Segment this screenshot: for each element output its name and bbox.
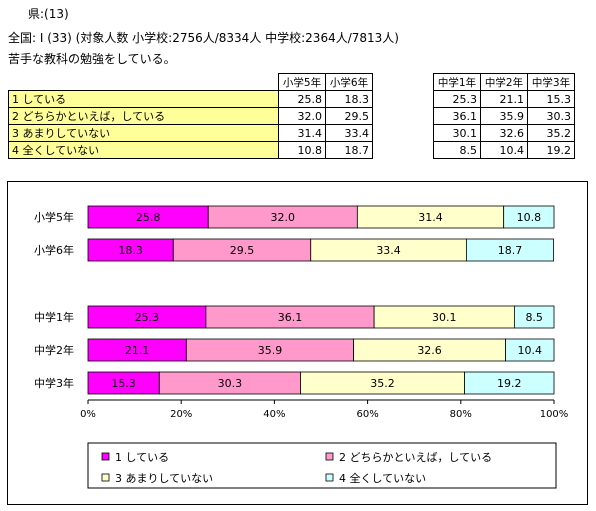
national-summary: 全国: I (33) (対象人数 小学校:2756人/8334人 中学校:236… bbox=[8, 31, 399, 45]
bar-segment bbox=[513, 305, 555, 329]
data-label: 15.3 bbox=[111, 377, 136, 390]
legend-label: 1 している bbox=[115, 451, 169, 464]
table-header-row: 小学5年 小学6年 bbox=[9, 73, 373, 91]
column-header: 小学6年 bbox=[325, 73, 373, 91]
data-label: 19.2 bbox=[497, 377, 522, 390]
table-cell: 18.3 bbox=[325, 90, 373, 108]
table-cell: 30.1 bbox=[433, 124, 481, 142]
table-cell: 21.1 bbox=[480, 90, 528, 108]
table-row: 3 あまりしていない 31.4 33.4 bbox=[8, 124, 373, 142]
data-label: 31.4 bbox=[418, 211, 443, 224]
x-tick-label: 100% bbox=[540, 409, 569, 420]
data-label: 25.3 bbox=[135, 311, 160, 324]
column-header: 中学2年 bbox=[480, 73, 528, 91]
x-tick-label: 0% bbox=[80, 409, 96, 420]
table-cell: 15.3 bbox=[527, 90, 575, 108]
legend-label: 4 全くしていない bbox=[339, 471, 426, 485]
prefecture-label: 県:(13) bbox=[28, 7, 69, 21]
table-row: 30.1 32.6 35.2 bbox=[433, 124, 575, 142]
table-row: 36.1 35.9 30.3 bbox=[433, 107, 575, 125]
data-label: 25.8 bbox=[136, 211, 161, 224]
bar-segment bbox=[465, 238, 554, 262]
column-header: 中学3年 bbox=[527, 73, 575, 91]
table-cell: 10.4 bbox=[480, 141, 528, 159]
category-label: 中学1年 bbox=[34, 310, 74, 324]
legend-box bbox=[87, 442, 557, 489]
table-cell: 33.4 bbox=[325, 124, 373, 142]
data-label: 21.1 bbox=[125, 344, 150, 357]
bar-segment bbox=[464, 371, 555, 395]
chart-area: 小学5年小学6年中学1年中学2年中学3年 25.8 32.0 31.4 10.8 18.3… bbox=[7, 181, 588, 505]
x-tick-label: 20% bbox=[170, 409, 192, 420]
table-cell: 19.2 bbox=[527, 141, 575, 159]
table-row: 2 どちらかといえば，している 32.0 29.5 bbox=[8, 107, 373, 125]
row-label: 2 どちらかといえば，している bbox=[8, 107, 279, 125]
table-row: 25.3 21.1 15.3 bbox=[433, 90, 575, 108]
data-label: 32.6 bbox=[417, 344, 442, 357]
table-cell: 32.0 bbox=[278, 107, 326, 125]
data-label: 18.7 bbox=[498, 244, 523, 257]
data-label: 36.1 bbox=[278, 311, 303, 324]
table-cell: 8.5 bbox=[433, 141, 481, 159]
category-label: 中学2年 bbox=[34, 343, 74, 357]
table-header-row: 中学1年 中学2年 中学3年 bbox=[433, 73, 575, 91]
legend-swatch bbox=[325, 473, 334, 482]
legend-swatch bbox=[101, 473, 110, 482]
legend-swatch bbox=[101, 452, 110, 461]
data-label: 10.4 bbox=[518, 344, 543, 357]
legend-label: 2 どちらかといえば，している bbox=[339, 451, 492, 464]
table-cell: 36.1 bbox=[433, 107, 481, 125]
legend-label: 3 あまりしていない bbox=[115, 472, 213, 485]
row-label: 1 している bbox=[8, 90, 279, 108]
row-label: 4 全くしていない bbox=[8, 141, 279, 159]
data-label: 30.1 bbox=[432, 311, 457, 324]
table-cell: 35.2 bbox=[527, 124, 575, 142]
category-label: 小学6年 bbox=[34, 243, 74, 257]
data-label: 33.4 bbox=[376, 244, 401, 257]
row-label: 3 あまりしていない bbox=[8, 124, 279, 142]
table-cell: 31.4 bbox=[278, 124, 326, 142]
elementary-table: 小学5年 小学6年 1 している 25.8 18.3 2 どちらかといえば，している 32.… bbox=[8, 73, 373, 159]
table-cell: 25.3 bbox=[433, 90, 481, 108]
bar-segment bbox=[503, 205, 555, 229]
category-label: 中学3年 bbox=[34, 376, 74, 390]
data-label: 8.5 bbox=[525, 311, 543, 324]
data-label: 29.5 bbox=[230, 244, 255, 257]
category-label: 小学5年 bbox=[34, 210, 74, 224]
table-row: 1 している 25.8 18.3 bbox=[8, 90, 373, 108]
data-label: 35.2 bbox=[370, 377, 395, 390]
x-tick-label: 80% bbox=[450, 409, 472, 420]
x-tick-label: 40% bbox=[263, 409, 285, 420]
legend-swatch bbox=[325, 452, 334, 461]
table-cell: 10.8 bbox=[278, 141, 326, 159]
data-label: 32.0 bbox=[271, 211, 296, 224]
x-tick-label: 60% bbox=[356, 409, 378, 420]
table-cell: 30.3 bbox=[527, 107, 575, 125]
column-header: 小学5年 bbox=[278, 73, 326, 91]
question-text: 苦手な教科の勉強をしている。 bbox=[8, 52, 176, 66]
junior-table: 中学1年 中学2年 中学3年 25.3 21.1 15.3 36.1 35.9 30.3 30.1… bbox=[433, 73, 575, 159]
data-label: 30.3 bbox=[218, 377, 243, 390]
data-label: 10.8 bbox=[517, 211, 542, 224]
table-cell: 29.5 bbox=[325, 107, 373, 125]
table-cell: 32.6 bbox=[480, 124, 528, 142]
table-row: 8.5 10.4 19.2 bbox=[433, 141, 575, 159]
table-corner bbox=[9, 74, 279, 91]
data-label: 18.3 bbox=[118, 244, 143, 257]
table-cell: 35.9 bbox=[480, 107, 528, 125]
bar-segment bbox=[505, 338, 555, 362]
table-row: 4 全くしていない 10.8 18.7 bbox=[8, 141, 373, 159]
table-cell: 18.7 bbox=[325, 141, 373, 159]
column-header: 中学1年 bbox=[433, 73, 481, 91]
table-cell: 25.8 bbox=[278, 90, 326, 108]
data-label: 35.9 bbox=[258, 344, 283, 357]
